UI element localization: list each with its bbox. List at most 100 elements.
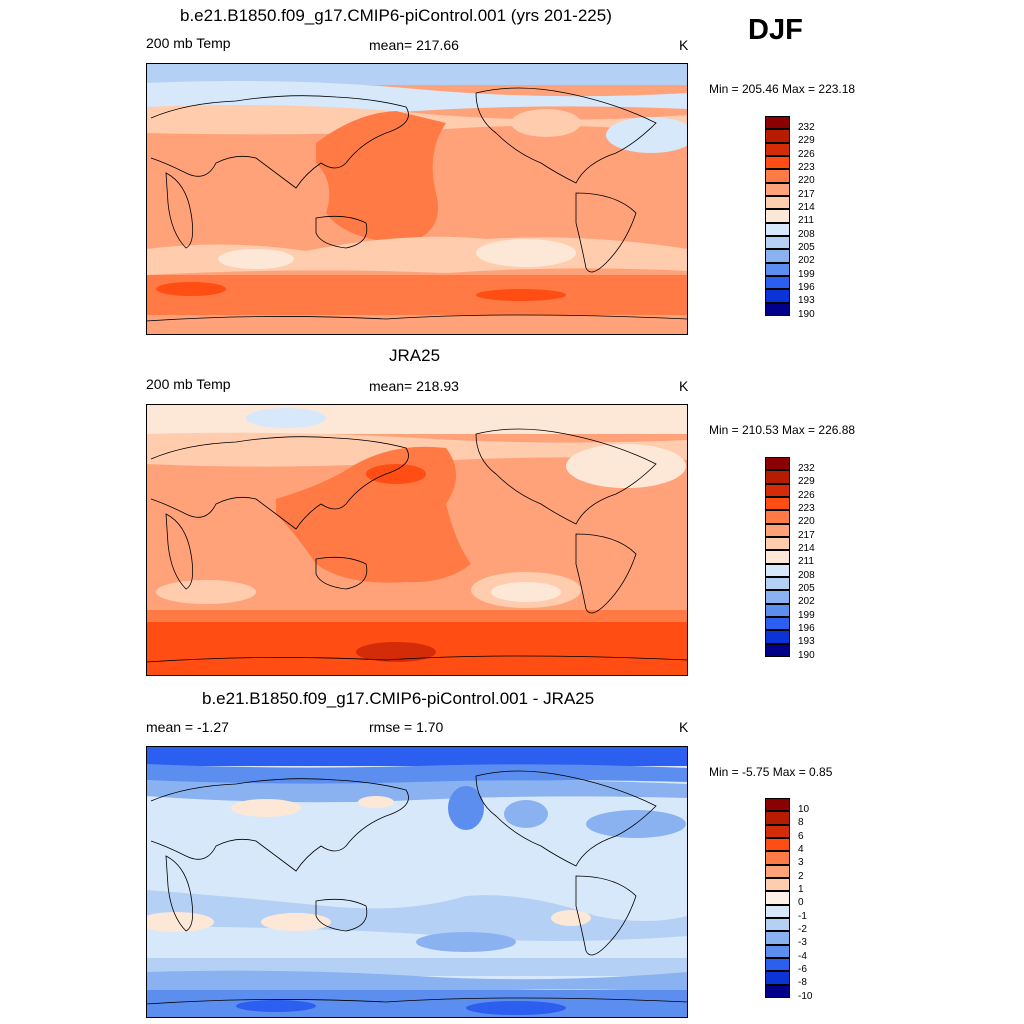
colorbar-tick-label: 202	[798, 255, 815, 267]
panel1-colorbar	[765, 116, 790, 316]
panel1-minmax: Min = 205.46 Max = 223.18	[709, 82, 856, 96]
panel1-mean-label: mean= 217.66	[369, 37, 459, 53]
colorbar-swatch	[765, 510, 790, 524]
colorbar-tick-label: 196	[798, 281, 815, 293]
colorbar-swatch	[765, 483, 790, 497]
colorbar-swatch	[765, 616, 790, 631]
colorbar-tick-label: 6	[798, 830, 804, 842]
season-label: DJF	[748, 14, 803, 46]
colorbar-tick-label: 214	[798, 542, 815, 554]
colorbar-swatch	[765, 563, 790, 577]
colorbar-tick-label: -6	[798, 963, 807, 975]
colorbar-swatch	[765, 864, 790, 878]
colorbar-tick-label: 211	[798, 215, 814, 227]
panel3-map	[146, 746, 688, 1018]
colorbar-tick-label: 205	[798, 241, 815, 253]
colorbar-tick-label: 196	[798, 622, 815, 634]
colorbar-swatch	[765, 957, 790, 972]
colorbar-tick-label: 1	[798, 883, 804, 895]
panel1-variable-label: 200 mb Temp	[146, 35, 231, 51]
colorbar-tick-label: 190	[798, 649, 815, 661]
colorbar-tick-label: 0	[798, 897, 804, 909]
colorbar-tick-label: 202	[798, 596, 815, 608]
colorbar-tick-label: 232	[798, 463, 815, 474]
colorbar-swatch	[765, 182, 790, 196]
panel2-minmax: Min = 210.53 Max = 226.88	[709, 423, 856, 437]
colorbar-swatch	[765, 931, 790, 945]
colorbar-swatch	[765, 877, 790, 892]
colorbar-tick-label: 4	[798, 843, 804, 855]
colorbar-swatch	[765, 603, 790, 617]
panel1-title: b.e21.B1850.f09_g17.CMIP6-piControl.001 …	[180, 6, 612, 25]
colorbar-swatch	[765, 470, 790, 484]
colorbar-tick-label: 193	[798, 636, 815, 648]
colorbar-swatch	[765, 129, 790, 143]
colorbar-swatch	[765, 496, 790, 511]
colorbar-tick-label: 199	[798, 609, 815, 621]
panel2-variable-label: 200 mb Temp	[146, 376, 231, 392]
colorbar-tick-label: -4	[798, 950, 807, 962]
colorbar-tick-label: 217	[798, 188, 815, 200]
colorbar-tick-label: 211	[798, 556, 814, 568]
colorbar-swatch	[765, 536, 790, 551]
colorbar-tick-label: -10	[798, 990, 813, 1002]
colorbar-tick-label: 2	[798, 870, 804, 882]
colorbar-tick-label: 10	[798, 804, 810, 815]
colorbar-swatch	[765, 904, 790, 918]
panel2-title: JRA25	[389, 346, 441, 365]
colorbar-tick-label: -8	[798, 977, 807, 989]
colorbar-swatch	[765, 643, 790, 657]
colorbar-swatch	[765, 142, 790, 156]
panel2-map	[146, 404, 688, 676]
colorbar-tick-label: 3	[798, 857, 804, 869]
colorbar-tick-label: 226	[798, 148, 815, 160]
colorbar-swatch	[765, 116, 790, 130]
panel2-colorbar	[765, 457, 790, 657]
colorbar-tick-label: 223	[798, 161, 815, 173]
colorbar-swatch	[765, 630, 790, 644]
colorbar-swatch	[765, 851, 790, 865]
panel3-colorbar	[765, 798, 790, 998]
panel1-map	[146, 63, 688, 335]
colorbar-tick-label: 214	[798, 201, 815, 213]
panel3-mean-label: mean = -1.27	[146, 719, 229, 735]
colorbar-swatch	[765, 249, 790, 263]
colorbar-tick-label: -1	[798, 910, 807, 922]
colorbar-tick-label: 208	[798, 569, 815, 581]
colorbar-tick-label: 232	[798, 122, 815, 133]
colorbar-swatch	[765, 984, 790, 998]
colorbar-swatch	[765, 590, 790, 604]
panel3-units-label: K	[679, 719, 689, 735]
colorbar-swatch	[765, 798, 790, 812]
colorbar-swatch	[765, 155, 790, 170]
colorbar-tick-label: 205	[798, 582, 815, 594]
colorbar-swatch	[765, 289, 790, 303]
panel1-units-label: K	[679, 37, 689, 53]
colorbar-swatch	[765, 811, 790, 825]
colorbar-tick-label: 190	[798, 308, 815, 320]
colorbar-swatch	[765, 169, 790, 183]
colorbar-swatch	[765, 262, 790, 276]
colorbar-swatch	[765, 824, 790, 838]
colorbar-tick-label: 229	[798, 476, 815, 488]
colorbar-swatch	[765, 222, 790, 236]
panel2-units-label: K	[679, 378, 689, 394]
colorbar-swatch	[765, 195, 790, 210]
panel3-title: b.e21.B1850.f09_g17.CMIP6-piControl.001 …	[202, 689, 595, 708]
colorbar-tick-label: 193	[798, 295, 815, 307]
colorbar-tick-label: -3	[798, 937, 807, 949]
colorbar-swatch	[765, 302, 790, 316]
colorbar-swatch	[765, 944, 790, 958]
panel2-mean-label: mean= 218.93	[369, 378, 459, 394]
colorbar-swatch	[765, 457, 790, 471]
colorbar-swatch	[765, 576, 790, 591]
colorbar-swatch	[765, 209, 790, 223]
colorbar-tick-label: 229	[798, 135, 815, 147]
colorbar-tick-label: 208	[798, 228, 815, 240]
colorbar-swatch	[765, 550, 790, 564]
colorbar-tick-label: 226	[798, 489, 815, 501]
colorbar-swatch	[765, 275, 790, 290]
colorbar-swatch	[765, 917, 790, 932]
colorbar-tick-label: -2	[798, 923, 807, 935]
colorbar-tick-label: 223	[798, 502, 815, 514]
